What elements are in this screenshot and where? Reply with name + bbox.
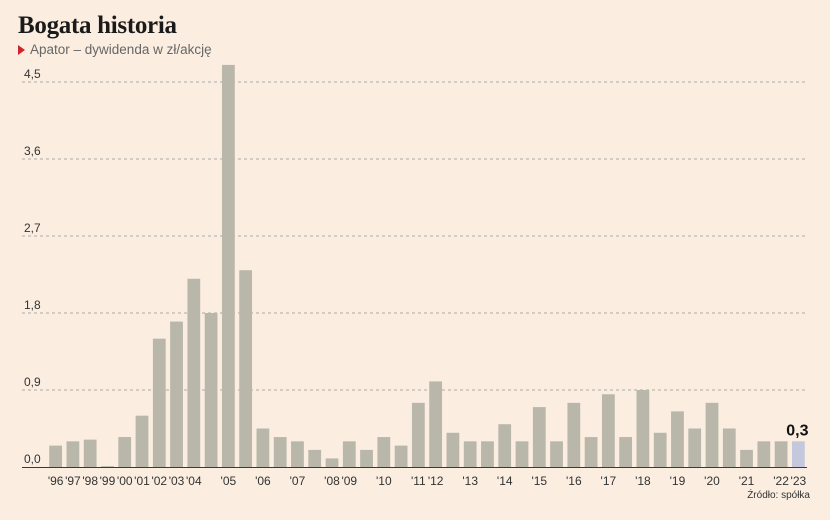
bar [256, 428, 270, 467]
bar [653, 432, 667, 467]
x-tick-label: '08 [324, 474, 340, 488]
bar [688, 428, 702, 467]
x-tick-label: '05 [221, 474, 237, 488]
x-tick-label: '21 [739, 474, 755, 488]
red-triangle-icon [18, 44, 25, 55]
bar [567, 402, 581, 467]
bar [498, 424, 512, 467]
x-tick-label: '14 [497, 474, 513, 488]
x-tick-label: '20 [704, 474, 720, 488]
x-tick-label: '99 [100, 474, 116, 488]
y-tick-label: 0,0 [24, 452, 41, 466]
bar [325, 458, 339, 467]
y-tick-label: 1,8 [24, 298, 41, 312]
bar [221, 64, 235, 467]
x-tick-label: '06 [255, 474, 271, 488]
source-note: Źródło: spółka [747, 490, 810, 501]
bar [239, 270, 253, 467]
subtitle-text: Apator – dywidenda w zł/akcję [30, 42, 212, 57]
x-tick-label: '16 [566, 474, 582, 488]
x-tick-label: '17 [601, 474, 617, 488]
chart-title: Bogata historia [18, 12, 177, 39]
x-tick-label: '98 [82, 474, 98, 488]
x-tick-label: '13 [462, 474, 478, 488]
y-tick-label: 4,5 [24, 67, 41, 81]
chart-subtitle: Apator – dywidenda w zł/akcję [18, 42, 212, 57]
bar [705, 402, 719, 467]
bar [463, 441, 477, 467]
x-tick-label: '02 [151, 474, 167, 488]
bar [394, 445, 408, 467]
bar [291, 441, 304, 467]
x-tick-label: '22 [773, 474, 789, 488]
x-tick-label: '03 [169, 474, 185, 488]
x-tick-label: '11 [411, 474, 426, 488]
x-tick-label: '19 [670, 474, 686, 488]
bar [429, 381, 443, 467]
bar [377, 437, 391, 467]
x-tick-label: '10 [376, 474, 392, 488]
x-tick-label: '97 [65, 474, 81, 488]
x-tick-label: '09 [341, 474, 357, 488]
x-tick-label: '12 [428, 474, 444, 488]
bar [601, 394, 615, 467]
bar [101, 466, 114, 467]
x-tick-label: '00 [117, 474, 133, 488]
bar [446, 432, 460, 467]
bar [83, 439, 97, 467]
bar [532, 407, 546, 467]
x-tick-label: '15 [531, 474, 547, 488]
highlight-bar [791, 441, 805, 467]
bar [66, 441, 80, 467]
bar [740, 449, 753, 467]
bar [550, 441, 563, 467]
bar [342, 441, 356, 467]
bar [481, 441, 494, 467]
bar [774, 441, 788, 467]
bar [360, 449, 373, 467]
highlight-value-label: 0,3 [786, 422, 808, 439]
bar [411, 402, 425, 467]
bar [636, 390, 650, 467]
y-tick-label: 3,6 [24, 144, 41, 158]
x-tick-label: '01 [134, 474, 150, 488]
y-tick-label: 0,9 [24, 375, 41, 389]
bar [152, 338, 166, 467]
bar [722, 428, 736, 467]
bar [584, 437, 598, 467]
bar [671, 411, 684, 467]
x-tick-label: '04 [186, 474, 202, 488]
bar [49, 445, 63, 467]
x-tick-label: '07 [290, 474, 306, 488]
y-tick-label: 2,7 [24, 221, 41, 235]
bar [757, 441, 771, 467]
bar [135, 415, 149, 467]
bar [118, 437, 132, 467]
bar [187, 278, 201, 467]
x-tick-label: '96 [48, 474, 64, 488]
x-tick-label: '18 [635, 474, 651, 488]
bar [308, 449, 322, 467]
x-tick-label: '23 [791, 474, 807, 488]
bar [515, 441, 529, 467]
bar [273, 437, 287, 467]
bar [204, 313, 218, 467]
bar [170, 321, 183, 467]
bar [619, 437, 633, 467]
